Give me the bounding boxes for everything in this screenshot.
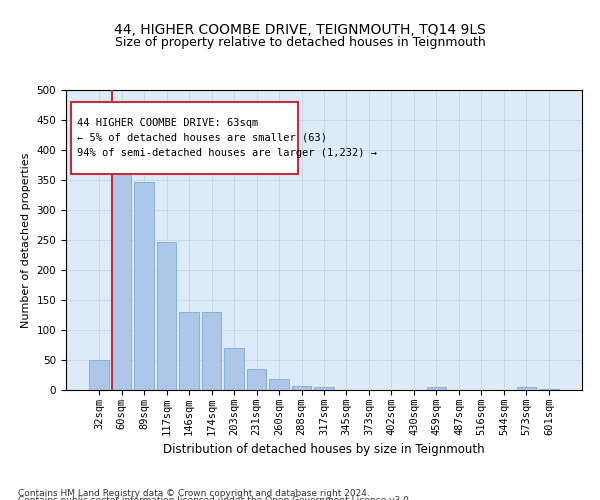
FancyBboxPatch shape	[71, 102, 298, 174]
Text: 44 HIGHER COOMBE DRIVE: 63sqm
← 5% of detached houses are smaller (63)
94% of se: 44 HIGHER COOMBE DRIVE: 63sqm ← 5% of de…	[77, 118, 377, 158]
Bar	[247, 369, 266, 390]
Bar	[517, 387, 536, 390]
Bar	[157, 242, 176, 390]
Text: 44, HIGHER COOMBE DRIVE, TEIGNMOUTH, TQ14 9LS: 44, HIGHER COOMBE DRIVE, TEIGNMOUTH, TQ1…	[114, 22, 486, 36]
Bar	[269, 379, 289, 390]
Bar	[89, 360, 109, 390]
Bar	[179, 312, 199, 390]
Bar	[314, 387, 334, 390]
Text: Size of property relative to detached houses in Teignmouth: Size of property relative to detached ho…	[115, 36, 485, 49]
Y-axis label: Number of detached properties: Number of detached properties	[21, 152, 31, 328]
Bar	[292, 386, 311, 390]
Bar	[112, 147, 131, 390]
X-axis label: Distribution of detached houses by size in Teignmouth: Distribution of detached houses by size …	[163, 444, 485, 456]
Bar	[202, 312, 221, 390]
Bar	[134, 182, 154, 390]
Bar	[427, 387, 446, 390]
Text: Contains public sector information licensed under the Open Government Licence v3: Contains public sector information licen…	[18, 496, 412, 500]
Bar	[224, 348, 244, 390]
Text: Contains HM Land Registry data © Crown copyright and database right 2024.: Contains HM Land Registry data © Crown c…	[18, 488, 370, 498]
Bar	[539, 389, 559, 390]
